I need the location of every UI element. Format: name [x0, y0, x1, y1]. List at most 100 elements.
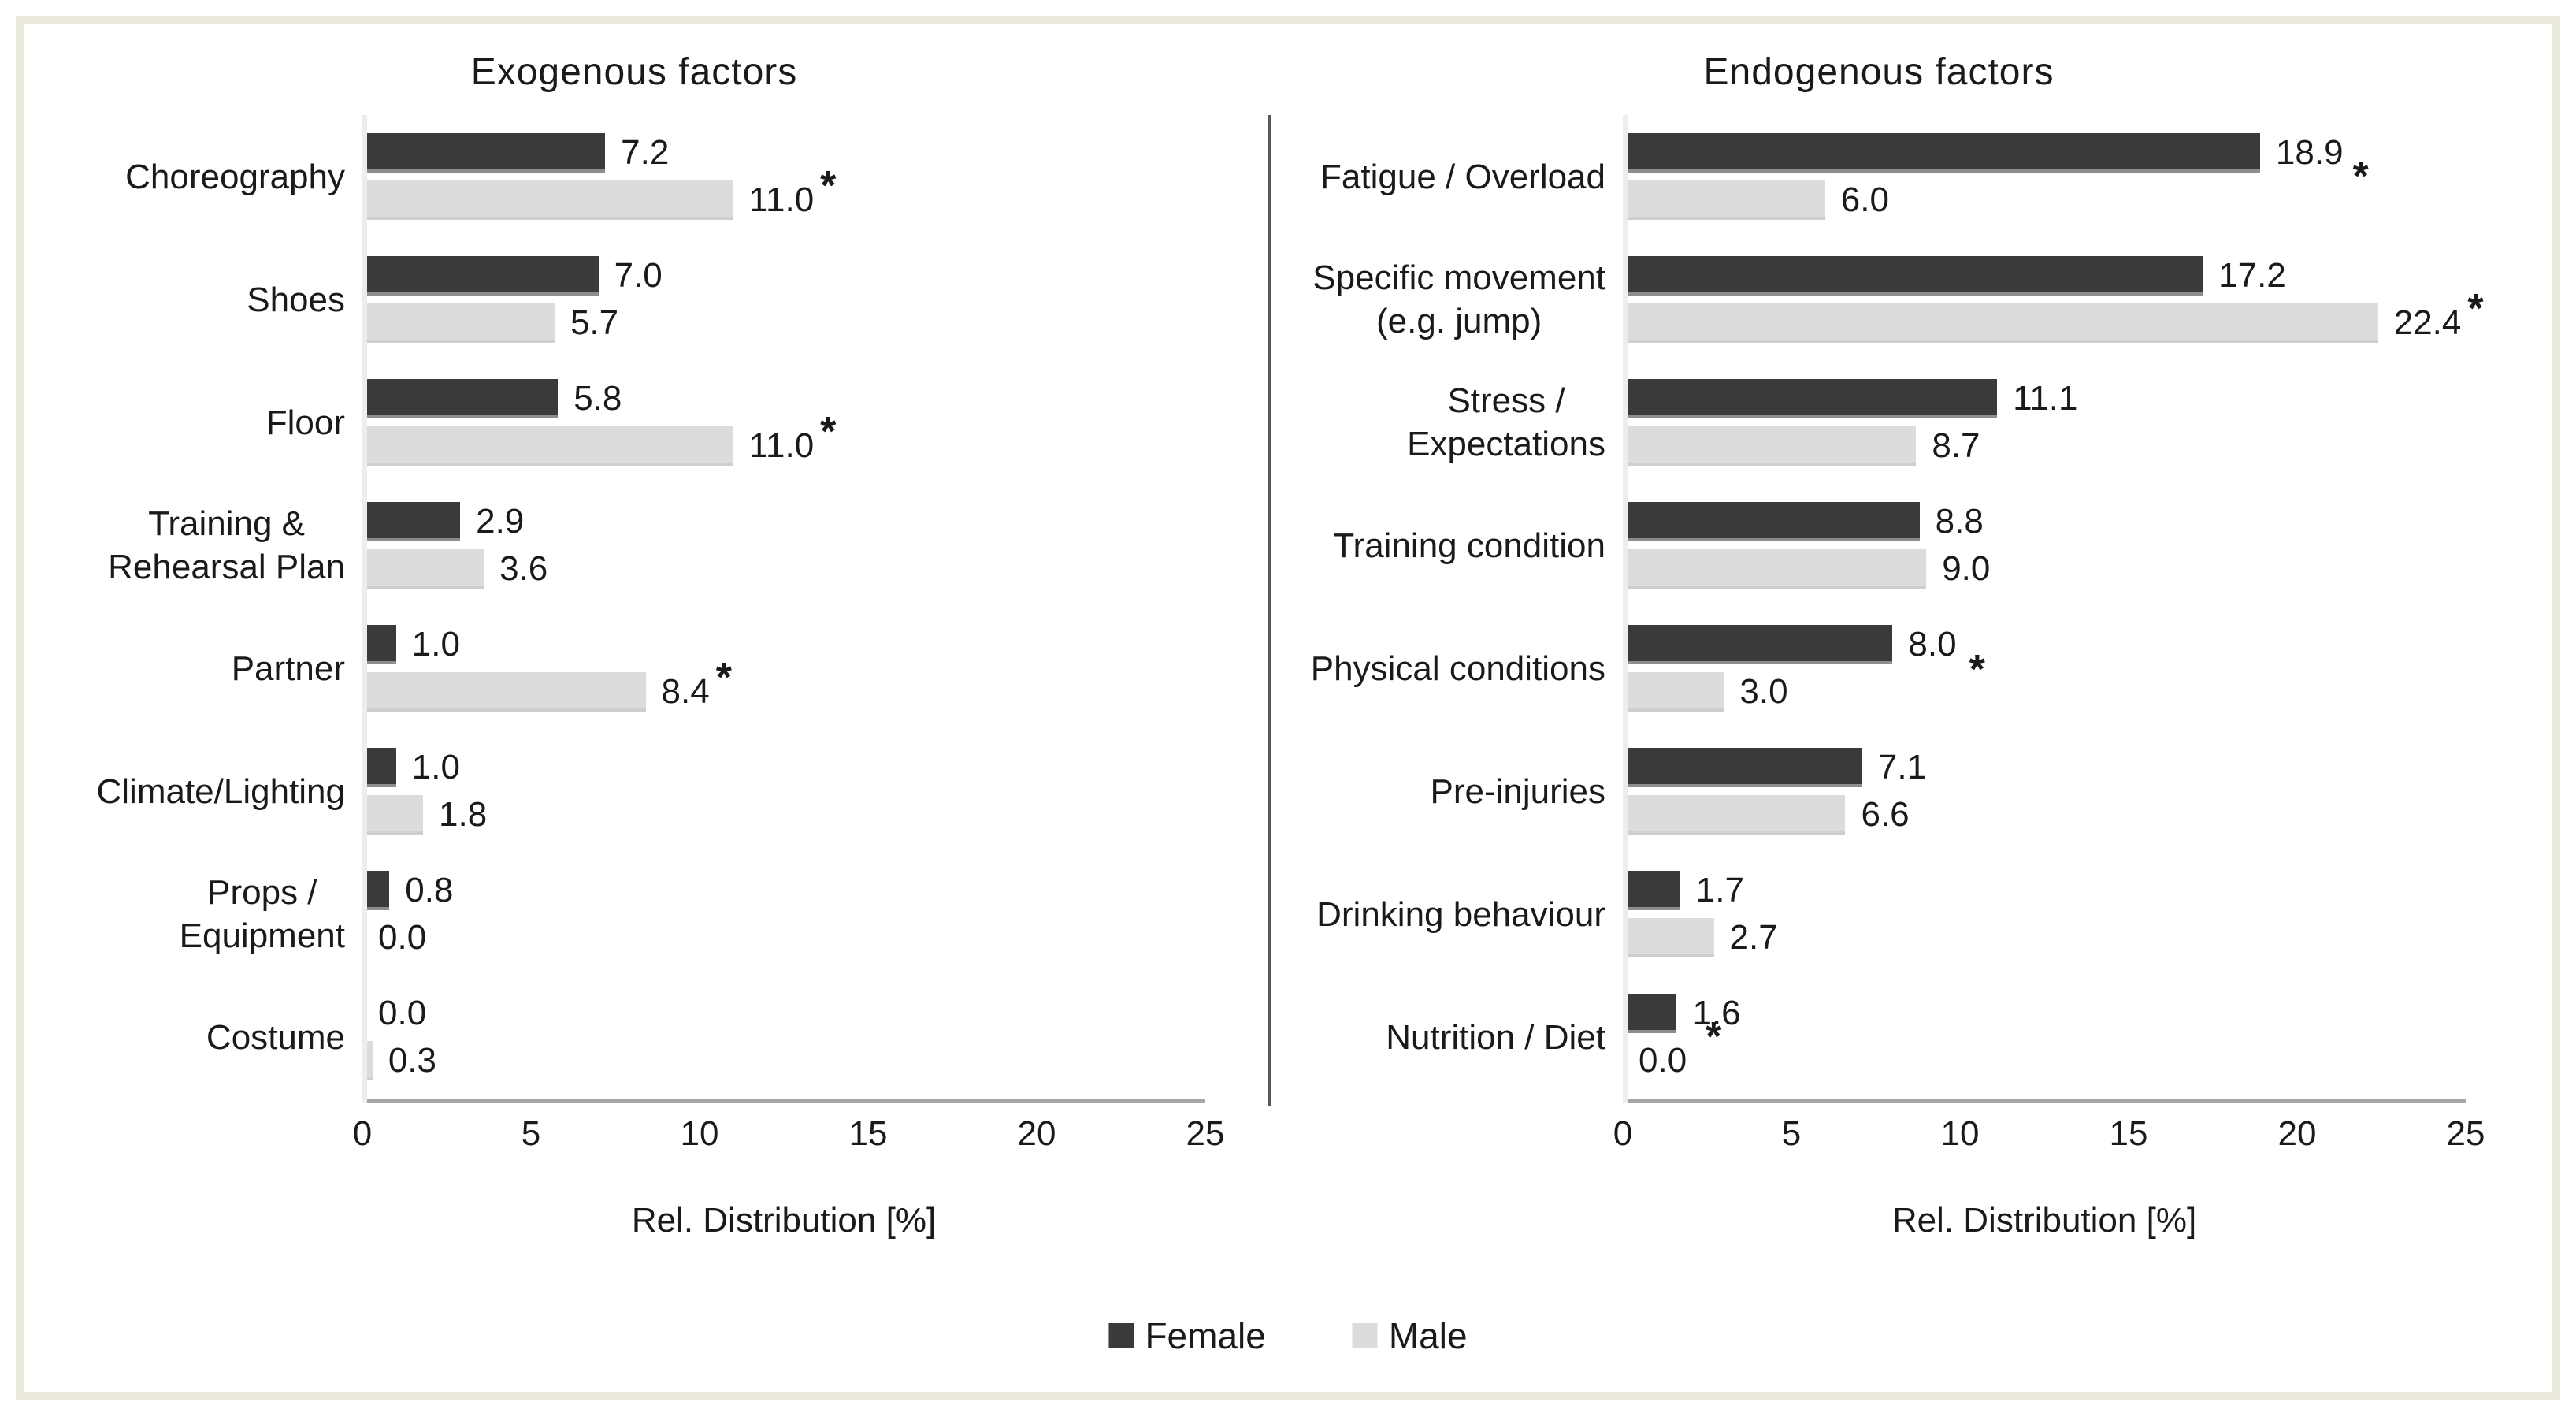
x-tick: 5 — [1781, 1114, 1802, 1153]
y-axis-line-endogenous — [1623, 115, 1628, 1103]
value-label: 0.3 — [388, 1041, 436, 1080]
legend: Female Male — [1108, 1314, 1468, 1357]
category-label-cell: Choreography — [63, 115, 362, 238]
charts-row: Exogenous factors Choreography 7.2 11.0 * Sh… — [63, 28, 2485, 1240]
x-tick: 25 — [1186, 1114, 1225, 1153]
category-label: Costume — [206, 1017, 345, 1057]
male-bar — [1623, 180, 1825, 220]
category-group: Drinking behaviour 1.7 2.7 — [1292, 853, 2466, 976]
bar-row-male: 9.0 — [1623, 549, 2466, 589]
value-label: 7.2 — [621, 133, 670, 172]
value-label: 7.0 — [614, 256, 663, 295]
category-label: Pre-injuries — [1430, 771, 1605, 811]
category-label: Shoes — [247, 280, 345, 319]
category-group: Nutrition / Diet 1.6 0.0 * — [1292, 976, 2466, 1099]
chart-title-endogenous: Endogenous factors — [1703, 50, 2054, 93]
significance-star: * — [1706, 1014, 1722, 1060]
category-label-cell: Climate/Lighting — [63, 730, 362, 853]
category-label-cell: Fatigue / Overload — [1292, 115, 1623, 238]
bar-row-female: 1.0 — [362, 748, 1205, 787]
category-group: Specific movement (e.g. jump) 17.2 22.4 * — [1292, 238, 2484, 361]
value-label: 8.4 — [661, 672, 710, 711]
female-swatch-icon — [1108, 1323, 1134, 1348]
bar-row-female: 0.0 — [362, 994, 1205, 1033]
value-label: 11.1 — [2013, 379, 2078, 418]
value-label: 0.0 — [378, 918, 427, 957]
category-label-cell: Floor — [63, 361, 362, 484]
bars-cell: 1.7 2.7 — [1623, 853, 2466, 976]
x-axis-ticks-exogenous: 0 5 10 15 20 25 — [353, 1103, 1225, 1163]
legend-label-male: Male — [1388, 1315, 1468, 1356]
female-bar — [362, 256, 599, 296]
bar-row-male: 1.8 — [362, 795, 1205, 835]
category-group: Physical conditions 8.0 3.0 * — [1292, 607, 2466, 730]
category-label-cell: Nutrition / Diet — [1292, 976, 1623, 1099]
x-tick: 15 — [2109, 1114, 2148, 1153]
male-bar — [1623, 426, 1917, 466]
value-label: 9.0 — [1942, 549, 1991, 588]
value-label: 22.4 — [2393, 303, 2462, 342]
female-bar — [362, 748, 396, 787]
endogenous-chart-panel: Endogenous factors Fatigue / Overload 18.… — [1292, 28, 2485, 1240]
bar-row-female: 8.8 — [1623, 502, 2466, 541]
male-bar — [362, 303, 555, 343]
bars-cell: 0.8 0.0 — [362, 853, 1205, 976]
category-label: Physical conditions — [1310, 649, 1605, 688]
category-label: Nutrition / Diet — [1386, 1017, 1605, 1057]
category-label: Props / Equipment — [179, 873, 345, 955]
exogenous-chart-panel: Exogenous factors Choreography 7.2 11.0 * Sh… — [63, 28, 1225, 1240]
value-label: 2.7 — [1729, 918, 1778, 957]
x-tick: 15 — [848, 1114, 888, 1153]
category-group: Fatigue / Overload 18.9 * 6.0 — [1292, 115, 2466, 238]
category-label: Training & Rehearsal Plan — [108, 504, 345, 586]
value-label: 3.6 — [499, 549, 548, 588]
bar-row-female: 18.9 * — [1623, 133, 2466, 197]
bar-row-male: 22.4 * — [1623, 288, 2484, 343]
x-tick: 10 — [1940, 1114, 1980, 1153]
category-label-cell: Training & Rehearsal Plan — [63, 484, 362, 607]
category-group: Training & Rehearsal Plan 2.9 3.6 — [63, 484, 1205, 607]
x-tick: 5 — [521, 1114, 541, 1153]
bar-row-female: 17.2 — [1623, 256, 2466, 296]
value-label: 5.8 — [573, 379, 622, 418]
value-label: 3.0 — [1739, 672, 1788, 711]
bars-cell: 5.8 11.0 * — [362, 361, 1205, 484]
male-swatch-icon — [1352, 1323, 1378, 1348]
value-label: 11.0 — [748, 426, 815, 465]
male-bar — [1623, 672, 1724, 712]
male-bar — [362, 180, 733, 220]
value-label: 0.0 — [378, 994, 427, 1032]
value-label: 1.6 — [1692, 994, 1741, 1032]
x-axis-label-exogenous: Rel. Distribution [%] — [631, 1201, 937, 1240]
bars-cell: 1.0 1.8 — [362, 730, 1205, 853]
category-group: Floor 5.8 11.0 * — [63, 361, 1205, 484]
x-tick: 25 — [2446, 1114, 2485, 1153]
category-group: Props / Equipment 0.8 0.0 — [63, 853, 1205, 976]
female-bar — [362, 133, 606, 173]
category-group: Pre-injuries 7.1 6.6 — [1292, 730, 2466, 853]
category-label: Partner — [231, 649, 345, 688]
x-axis-line-endogenous — [1623, 1099, 2466, 1103]
significance-star: * — [820, 163, 837, 209]
category-label: Drinking behaviour — [1316, 894, 1605, 934]
bar-row-male: 6.0 — [1623, 180, 2466, 220]
bar-row-male: 0.0 — [362, 918, 1205, 957]
category-label-cell: Props / Equipment — [63, 853, 362, 976]
category-label-cell: Specific movement (e.g. jump) — [1292, 238, 1623, 361]
male-bar — [362, 549, 484, 589]
bar-row-male: 11.0 * — [362, 165, 1205, 220]
bar-row-female: 1.7 — [1623, 871, 2466, 910]
value-label: 7.1 — [1877, 748, 1927, 786]
female-bar — [1623, 994, 1677, 1033]
bars-cell: 7.0 5.7 — [362, 238, 1205, 361]
bars-cell: 1.0 8.4 * — [362, 607, 1205, 730]
x-tick: 20 — [1017, 1114, 1056, 1153]
bar-row-female: 0.8 — [362, 871, 1205, 910]
bars-cell: 17.2 22.4 * — [1623, 238, 2484, 361]
male-bar — [1623, 795, 1846, 835]
male-bar — [1623, 549, 1927, 589]
bar-row-male: 8.7 — [1623, 426, 2466, 466]
category-group: Training condition 8.8 9.0 — [1292, 484, 2466, 607]
female-bar — [1623, 871, 1680, 910]
